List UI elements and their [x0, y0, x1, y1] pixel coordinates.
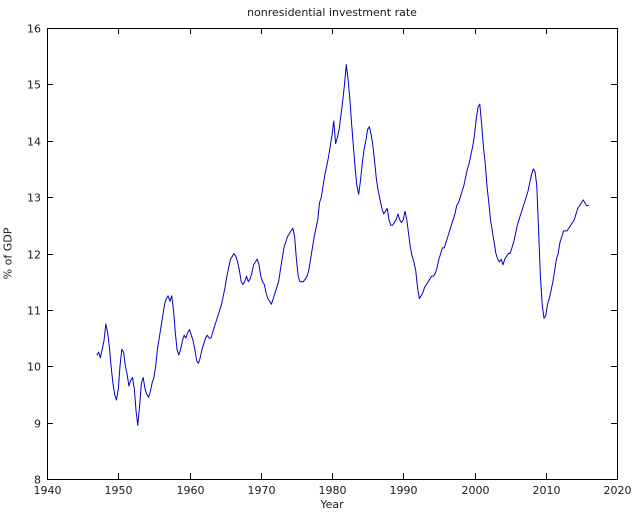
y-tick-label: 8 [34, 474, 41, 487]
y-tick-label: 11 [27, 305, 41, 318]
y-tick-label: 13 [27, 192, 41, 205]
x-tick-label: 1940 [34, 484, 62, 497]
axes-box [47, 28, 618, 480]
y-tick-label: 16 [27, 23, 41, 36]
x-tick-label: 1960 [177, 484, 205, 497]
y-tick-label: 14 [27, 136, 41, 149]
x-tick-label: 2000 [462, 484, 490, 497]
chart-title: nonresidential investment rate [247, 6, 417, 19]
y-axis-label: % of GDP [1, 227, 15, 280]
y-tick-label: 10 [27, 361, 41, 374]
data-line [96, 64, 589, 426]
x-tick-label: 1980 [319, 484, 347, 497]
x-tick-label: 2020 [604, 484, 632, 497]
x-tick-label: 2010 [533, 484, 561, 497]
x-axis-label: Year [320, 498, 344, 511]
y-tick-label: 9 [34, 418, 41, 431]
x-tick-label: 1990 [390, 484, 418, 497]
x-tick-label: 1950 [105, 484, 133, 497]
y-tick-label: 15 [27, 79, 41, 92]
x-tick-label: 1970 [248, 484, 276, 497]
y-tick-label: 12 [27, 249, 41, 262]
